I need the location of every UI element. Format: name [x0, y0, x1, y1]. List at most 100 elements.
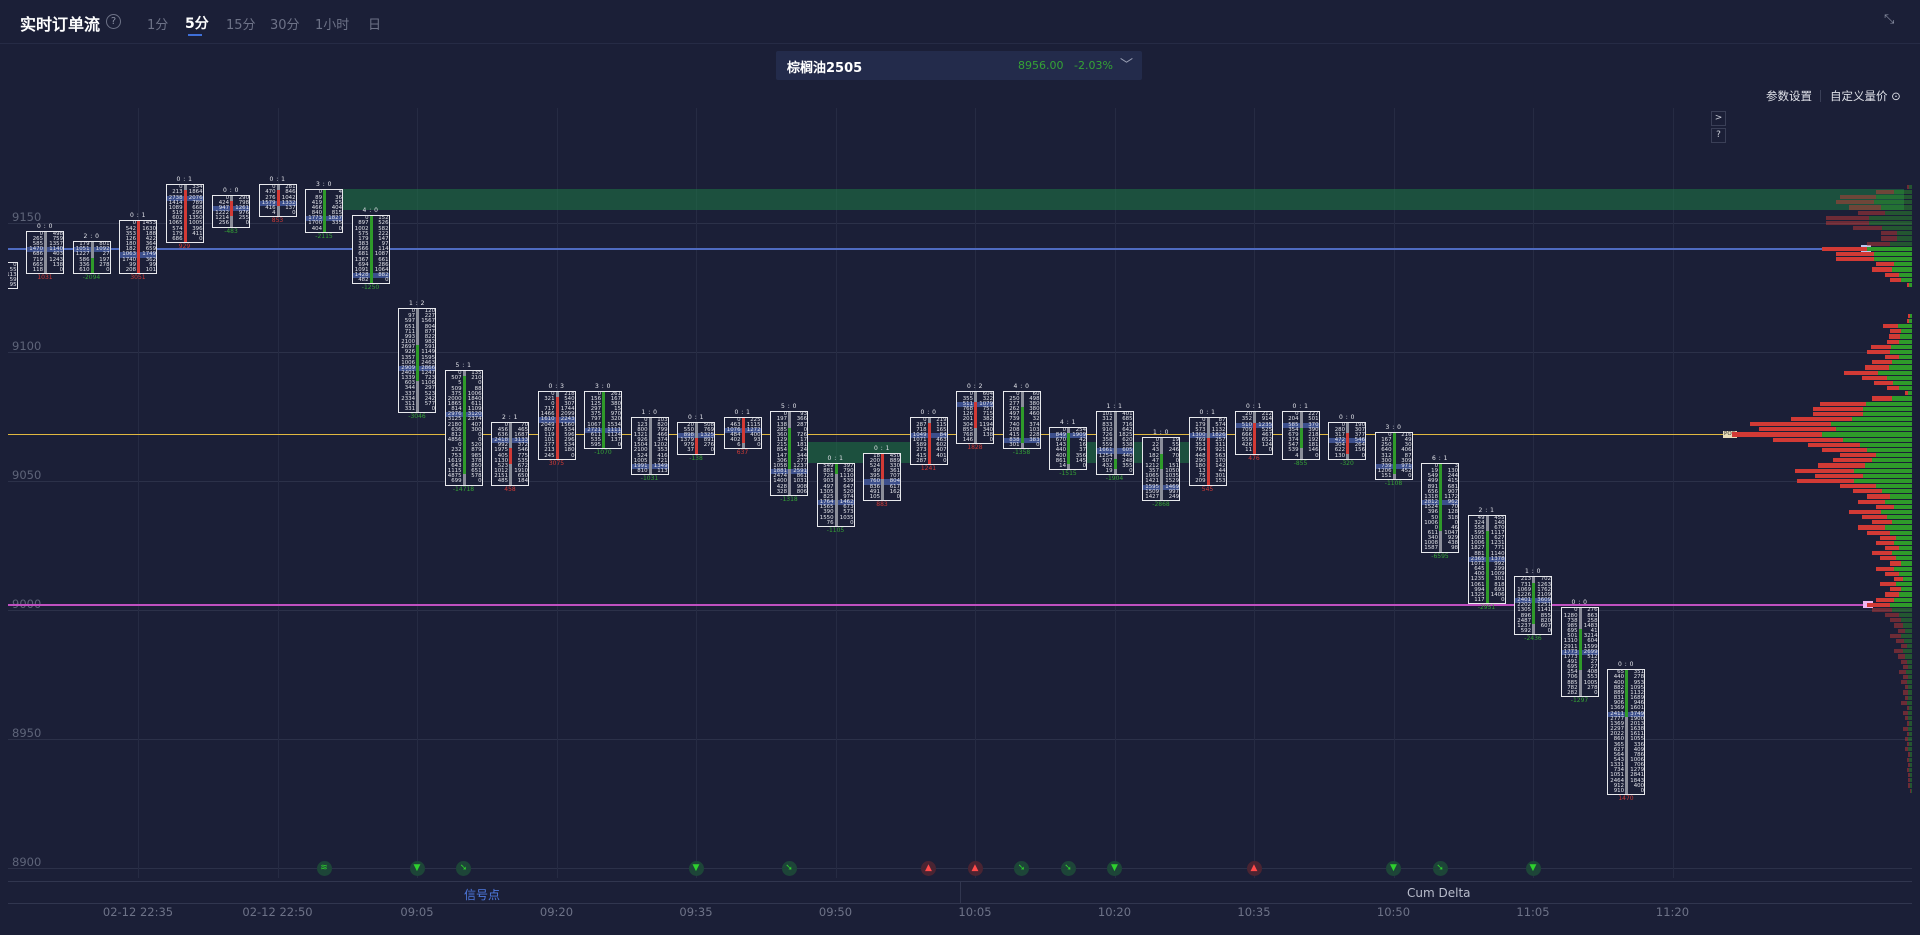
- candle-body: [1160, 453, 1163, 470]
- profile-sell: [1908, 313, 1911, 318]
- ask-volume-column: 70 465 1687 3133 372 546 775 535 672 191…: [514, 421, 528, 485]
- profile-sell: [1872, 607, 1893, 613]
- custom-label: 自定义量价: [1830, 89, 1888, 103]
- chevron-down-icon[interactable]: ﹀: [1120, 58, 1134, 73]
- signal-triangle-down-icon[interactable]: ▼: [1107, 861, 1122, 876]
- signal-arrow-up-icon[interactable]: ▲: [967, 861, 983, 876]
- profile-buy: [1891, 344, 1912, 349]
- profile-sell: [1876, 262, 1894, 267]
- footprint-chart[interactable]: 9150 9100 9050 9000 8950 8900 POC : 00 55 113 …: [8, 108, 1912, 878]
- symbol-selector[interactable]: 棕榈油2505 8956.00 -2.03% ﹀: [776, 51, 1142, 80]
- signal-arrow-icon[interactable]: ➘: [1060, 861, 1076, 876]
- candle-body: [1485, 531, 1489, 604]
- profile-bar: [1840, 195, 1912, 200]
- candle-box: 20 352 510 709 666 559 426 11 212 914 123…: [1235, 411, 1273, 455]
- profile-sell: [1876, 540, 1894, 545]
- candle-delta: -1318: [780, 495, 798, 503]
- profile-sell: [1836, 251, 1875, 257]
- profile-buy: [1898, 613, 1912, 618]
- signal-arrow-icon[interactable]: ➘: [781, 861, 797, 876]
- chart-help-button[interactable]: ?: [1711, 128, 1726, 143]
- bid-volume-column: 0 89 419 466 840 1773 1700 404: [308, 189, 322, 232]
- candle-header: 0 : 1: [176, 176, 193, 184]
- profile-buy: [1868, 215, 1912, 220]
- signal-arrow-icon[interactable]: ➘: [1014, 861, 1029, 876]
- help-icon[interactable]: ?: [106, 14, 121, 29]
- profile-buy: [1906, 700, 1912, 705]
- tab-day[interactable]: 日: [368, 18, 382, 33]
- signal-arrow-icon[interactable]: ➘: [456, 861, 471, 876]
- ask-volume-column: 227 501 370 390 218 192 181 146 0: [1308, 411, 1319, 459]
- candle-header: 0 : 0: [1339, 413, 1355, 421]
- candle-body: [1206, 438, 1210, 485]
- candle-delta: 1828: [967, 444, 983, 452]
- signal-arrow-up-icon[interactable]: ▲: [921, 861, 936, 876]
- candle-delta: -483: [224, 227, 238, 235]
- candle-header: 0 : 1: [269, 176, 286, 184]
- profile-buy: [1905, 669, 1912, 674]
- profile-bar: [1876, 597, 1912, 602]
- candle-header: 0 : 0: [223, 186, 239, 194]
- profile-bar: [1867, 530, 1912, 535]
- symbol-change: -2.03%: [1074, 59, 1113, 72]
- profile-sell: [1906, 731, 1910, 736]
- profile-buy: [1892, 551, 1912, 556]
- ask-volume-column: 254 1909 42 16 37 356 145 0: [1072, 426, 1086, 469]
- header-bar: 实时订单流 ? 1分 5分 15分 30分 1小时 日 ⤡: [0, 0, 1920, 44]
- profile-buy: [1892, 607, 1912, 613]
- expand-button[interactable]: >: [1711, 111, 1726, 126]
- custom-volume-price-button[interactable]: 自定义量价 ⊙: [1830, 88, 1901, 104]
- candle-delta: 545: [1201, 485, 1214, 493]
- profile-buy: [1906, 659, 1912, 664]
- candle-header: 0 : 1: [1292, 403, 1309, 411]
- signal-triangle-down-icon[interactable]: ▼: [688, 861, 704, 876]
- profile-sell: [1901, 680, 1907, 685]
- tab-signals[interactable]: 信号点: [464, 888, 501, 902]
- ask-volume-column: 351 278 953 1095 1132 1689 946 1601 3749…: [1630, 669, 1644, 794]
- profile-buy: [1904, 654, 1912, 659]
- ask-volume-column: 218 540 307 1744 2099 2243 1560 534 596 …: [560, 390, 575, 459]
- tab-1hour[interactable]: 1小时: [315, 18, 350, 33]
- bid-volume-column: 179 1051 1227 586 336 610: [75, 241, 90, 273]
- profile-sell: [1872, 360, 1893, 365]
- toolbar-divider: [1820, 90, 1821, 102]
- tab-30min[interactable]: 30分: [270, 18, 300, 33]
- candle-header: 6 : 1: [1432, 454, 1448, 462]
- ask-volume-column: 604 322 1079 757 715 382 1194 340 138 0: [979, 390, 993, 444]
- candle-header: 4 : 1: [1060, 418, 1076, 426]
- signal-arrow-up-icon[interactable]: ▲: [1246, 861, 1262, 876]
- signal-triangle-down-icon[interactable]: ▼: [409, 861, 425, 876]
- profile-bar: [1879, 556, 1912, 561]
- x-tick-label: 09:05: [400, 905, 434, 919]
- profile-bar: [1886, 386, 1912, 391]
- candle-box: 549 881 728 903 497 1305 825 1764 1565 3…: [816, 462, 855, 527]
- signal-arrow-icon[interactable]: ➘: [1432, 861, 1448, 876]
- profile-sell: [1791, 417, 1852, 422]
- profile-sell: [1881, 236, 1897, 241]
- tab-5min[interactable]: 5分: [185, 16, 209, 32]
- profile-sell: [1906, 184, 1910, 189]
- profile-buy: [1872, 458, 1912, 463]
- profile-bar: [1874, 380, 1912, 386]
- profile-sell: [1867, 602, 1890, 607]
- candle-delta: -2868: [1152, 501, 1170, 509]
- tab-cum-delta[interactable]: Cum Delta: [1407, 886, 1471, 900]
- candle-body: [509, 448, 512, 464]
- candle-delta: -138: [689, 454, 703, 462]
- candle-box: 49 324 558 595 1001 1006 1827 881 2365 1…: [1467, 514, 1506, 605]
- profile-buy: [1909, 742, 1912, 747]
- candle-wick: [1160, 438, 1163, 501]
- candle-body: [416, 345, 419, 382]
- profile-bar: [1890, 587, 1912, 592]
- signal-layers-icon[interactable]: ≋: [316, 861, 332, 876]
- profile-bar: [1908, 752, 1912, 757]
- signal-triangle-down-icon[interactable]: ▼: [1525, 861, 1541, 876]
- tab-1min[interactable]: 1分: [147, 18, 169, 33]
- tab-15min[interactable]: 15分: [226, 18, 256, 33]
- params-settings-button[interactable]: 参数设置: [1766, 89, 1812, 103]
- gridline-vertical: [1672, 108, 1674, 878]
- profile-bar: [1861, 515, 1912, 520]
- signal-triangle-down-icon[interactable]: ▼: [1386, 861, 1401, 876]
- collapse-icon[interactable]: ⤡: [1884, 12, 1895, 27]
- profile-sell: [1732, 432, 1822, 437]
